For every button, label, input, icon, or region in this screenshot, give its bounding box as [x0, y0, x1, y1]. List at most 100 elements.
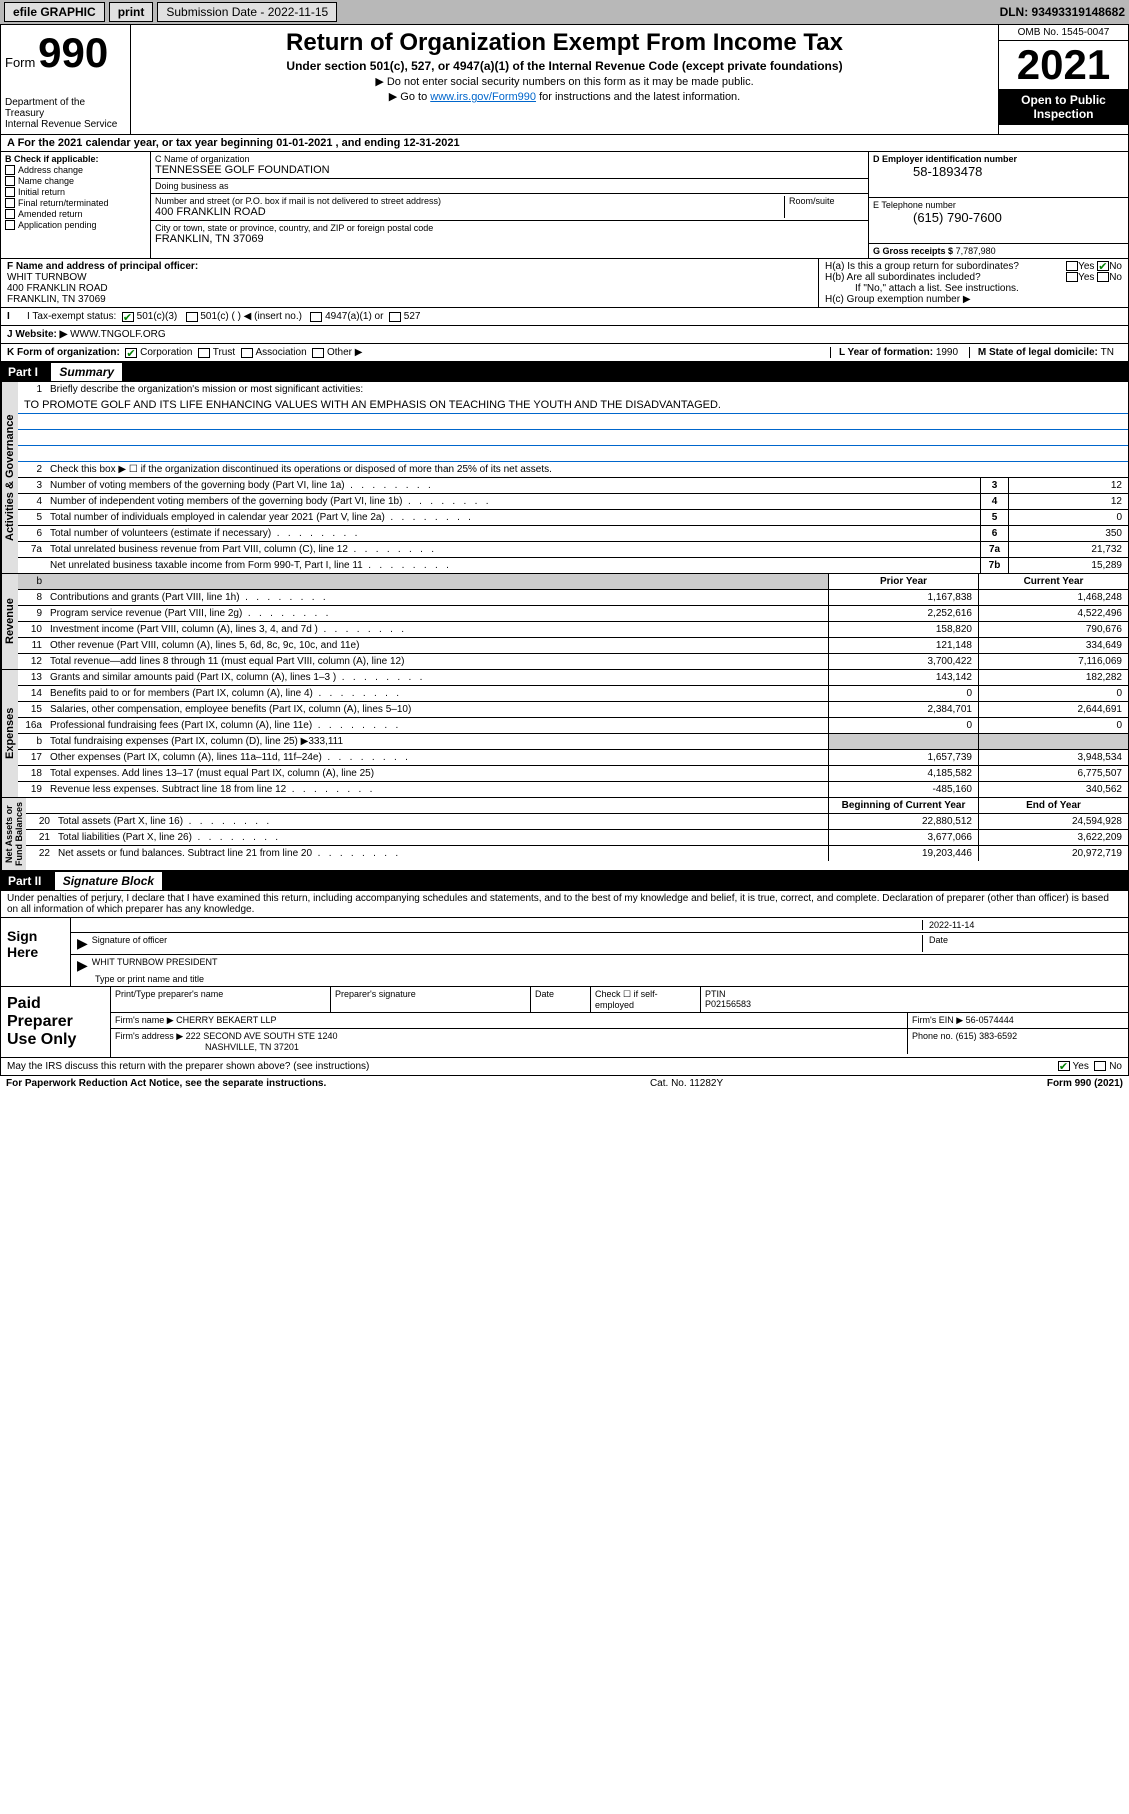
checkbox-icon[interactable] — [1066, 261, 1078, 271]
checkbox-icon — [5, 198, 15, 208]
efile-topbar: efile GRAPHIC print Submission Date - 20… — [0, 0, 1129, 24]
print-button[interactable]: print — [109, 2, 154, 22]
checkbox-icon[interactable] — [1066, 272, 1078, 282]
arrow-icon: ▶ — [77, 935, 88, 952]
section-b-heading: B Check if applicable: — [5, 154, 146, 164]
preparer-phone: (615) 383-6592 — [956, 1031, 1018, 1041]
chk-initial-return[interactable]: Initial return — [5, 187, 146, 197]
cat-no: Cat. No. 11282Y — [650, 1078, 723, 1089]
form-title: Return of Organization Exempt From Incom… — [139, 29, 990, 57]
period-row: A For the 2021 calendar year, or tax yea… — [0, 135, 1129, 152]
hb-note: If "No," attach a list. See instructions… — [825, 283, 1122, 294]
checkbox-icon[interactable] — [1097, 272, 1109, 282]
rev8-py: 1,167,838 — [828, 590, 978, 605]
preparer-block: Paid Preparer Use Only Print/Type prepar… — [0, 987, 1129, 1058]
checkbox-icon[interactable] — [1097, 261, 1109, 271]
tax-status-row: I I Tax-exempt status: 501(c)(3) 501(c) … — [0, 308, 1129, 326]
dba-cell: Doing business as — [151, 179, 868, 194]
phone-value: (615) 790-7600 — [873, 210, 1124, 225]
website-value: WWW.TNGOLF.ORG — [70, 329, 166, 340]
form-prefix: Form — [5, 55, 35, 70]
ssn-note: ▶ Do not enter social security numbers o… — [139, 75, 990, 88]
period-text: A For the 2021 calendar year, or tax yea… — [1, 135, 466, 151]
checkbox-icon — [5, 209, 15, 219]
name-block: C Name of organization TENNESSEE GOLF FO… — [151, 152, 868, 258]
ha-line: H(a) Is this a group return for subordin… — [825, 261, 1122, 272]
org-city: FRANKLIN, TN 37069 — [155, 233, 864, 245]
line7b-value: 15,289 — [1008, 558, 1128, 573]
org-name-cell: C Name of organization TENNESSEE GOLF FO… — [151, 152, 868, 179]
officer-row: F Name and address of principal officer:… — [0, 259, 1129, 308]
header-right: OMB No. 1545-0047 2021 Open to Public In… — [998, 25, 1128, 134]
ptin-value: P02156583 — [705, 999, 1124, 1009]
hc-line: H(c) Group exemption number ▶ — [825, 294, 1122, 305]
org-address: 400 FRANKLIN ROAD — [155, 206, 784, 218]
ein-cell: D Employer identification number 58-1893… — [869, 152, 1128, 198]
line5-value: 0 — [1008, 510, 1128, 525]
checkbox-icon[interactable] — [198, 348, 210, 358]
chk-address-change[interactable]: Address change — [5, 165, 146, 175]
chk-name-change[interactable]: Name change — [5, 176, 146, 186]
rev8-cy: 1,468,248 — [978, 590, 1128, 605]
form-subtitle: Under section 501(c), 527, or 4947(a)(1)… — [139, 59, 990, 73]
preparer-title: Paid Preparer Use Only — [1, 987, 111, 1057]
korg-row: K Form of organization: Corporation Trus… — [0, 344, 1129, 362]
checkbox-icon[interactable] — [125, 348, 137, 358]
footer-row: For Paperwork Reduction Act Notice, see … — [0, 1076, 1129, 1091]
discuss-row: May the IRS discuss this return with the… — [0, 1058, 1129, 1076]
phone-cell: E Telephone number (615) 790-7600 — [869, 198, 1128, 244]
sign-date: 2022-11-14 — [922, 920, 1122, 930]
checkbox-icon[interactable] — [1058, 1061, 1070, 1071]
chk-app-pending[interactable]: Application pending — [5, 220, 146, 230]
website-row: J Website: ▶ WWW.TNGOLF.ORG — [0, 326, 1129, 344]
checkbox-icon[interactable] — [310, 312, 322, 322]
expenses-block: Expenses 13Grants and similar amounts pa… — [0, 670, 1129, 798]
line4-value: 12 — [1008, 494, 1128, 509]
side-label-gov: Activities & Governance — [1, 382, 18, 573]
sign-block: Sign Here 2022-11-14 ▶Signature of offic… — [0, 918, 1129, 987]
efile-graphic-label: efile GRAPHIC — [4, 2, 105, 22]
checkbox-icon[interactable] — [389, 312, 401, 322]
org-name: TENNESSEE GOLF FOUNDATION — [155, 164, 864, 176]
penalty-statement: Under penalties of perjury, I declare th… — [0, 891, 1129, 918]
form-header: Form 990 Department of the Treasury Inte… — [0, 24, 1129, 135]
section-b: B Check if applicable: Address change Na… — [1, 152, 151, 258]
header-left: Form 990 Department of the Treasury Inte… — [1, 25, 131, 134]
form-ref: Form 990 (2021) — [1047, 1078, 1123, 1089]
checkbox-icon[interactable] — [312, 348, 324, 358]
arrow-icon: ▶ — [77, 957, 88, 974]
revenue-block: Revenue bPrior YearCurrent Year 8Contrib… — [0, 574, 1129, 670]
officer-name: WHIT TURNBOW — [7, 272, 812, 283]
rev9-py: 2,252,616 — [828, 606, 978, 621]
side-label-expenses: Expenses — [1, 670, 18, 797]
checkbox-icon[interactable] — [122, 312, 134, 322]
checkbox-icon — [5, 187, 15, 197]
ein-block: D Employer identification number 58-1893… — [868, 152, 1128, 258]
open-public: Open to Public Inspection — [999, 89, 1128, 125]
mission-text: TO PROMOTE GOLF AND ITS LIFE ENHANCING V… — [18, 397, 1128, 414]
sign-here-label: Sign Here — [1, 918, 71, 986]
chk-amended[interactable]: Amended return — [5, 209, 146, 219]
paperwork-notice: For Paperwork Reduction Act Notice, see … — [6, 1078, 326, 1089]
chk-final-return[interactable]: Final return/terminated — [5, 198, 146, 208]
room-suite: Room/suite — [784, 196, 864, 218]
line6-value: 350 — [1008, 526, 1128, 541]
firm-ein: 56-0574444 — [966, 1015, 1014, 1025]
irs-link[interactable]: www.irs.gov/Form990 — [430, 91, 536, 103]
dln-label: DLN: 93493319148682 — [1000, 5, 1125, 19]
header-mid: Return of Organization Exempt From Incom… — [131, 25, 998, 134]
netassets-block: Net Assets orFund Balances Beginning of … — [0, 798, 1129, 871]
side-label-revenue: Revenue — [1, 574, 18, 669]
omb-number: OMB No. 1545-0047 — [999, 25, 1128, 41]
checkbox-icon[interactable] — [1094, 1061, 1106, 1071]
part2-header: Part II Signature Block — [0, 871, 1129, 891]
checkbox-icon — [5, 220, 15, 230]
gross-receipts: 7,787,980 — [956, 246, 996, 256]
year-formation: L Year of formation: 1990 M State of leg… — [830, 347, 1122, 358]
line3-value: 12 — [1008, 478, 1128, 493]
addr-cell: Number and street (or P.O. box if mail i… — [151, 194, 868, 221]
firm-name: CHERRY BEKAERT LLP — [176, 1015, 276, 1025]
checkbox-icon[interactable] — [186, 312, 198, 322]
submission-date: Submission Date - 2022-11-15 — [157, 2, 337, 22]
checkbox-icon[interactable] — [241, 348, 253, 358]
